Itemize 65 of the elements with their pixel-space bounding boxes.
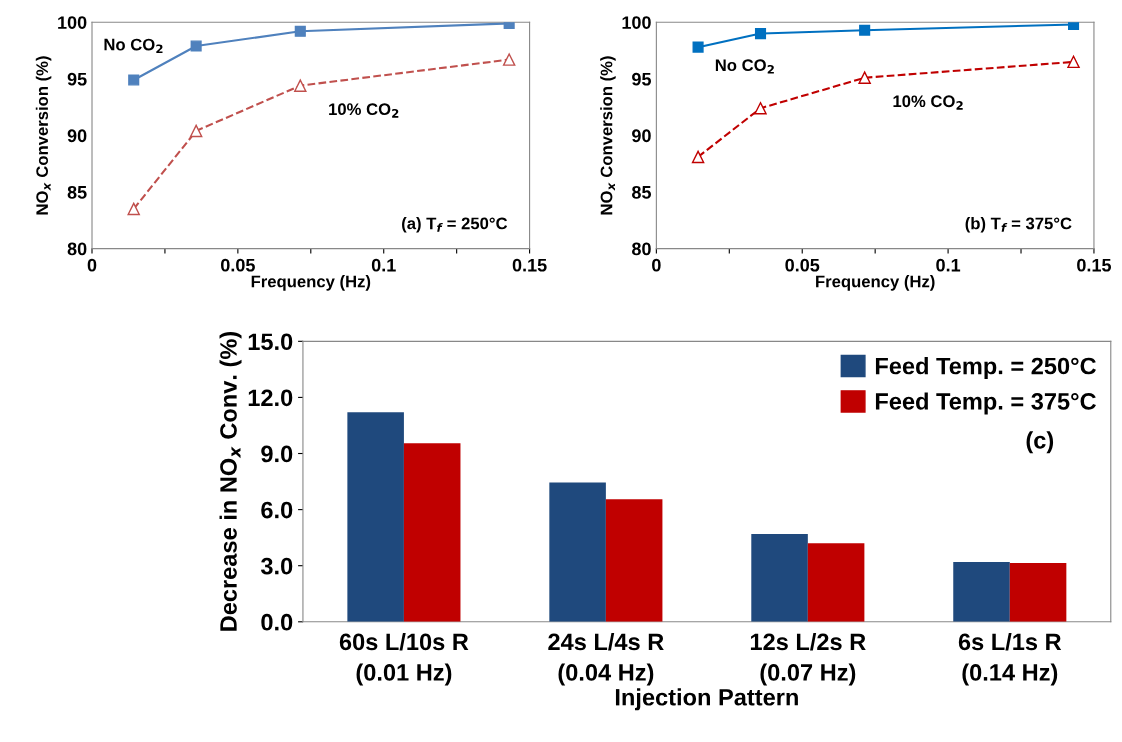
series-label: No CO$_{2}$ — [715, 59, 774, 74]
x-tick-label: 0.15 — [512, 258, 547, 272]
y-tick-label: 90 — [67, 129, 87, 143]
bar — [549, 482, 606, 622]
y-tick-label: 95 — [67, 72, 87, 86]
y-tick-label: 3.0 — [260, 557, 293, 575]
x-tick-label: 0 — [652, 258, 661, 272]
x-tick-label: 60s L/10s R (0.01 Hz) — [339, 632, 469, 686]
y-tick-label: 80 — [67, 242, 87, 256]
bar — [751, 533, 808, 622]
bar — [347, 412, 404, 622]
x-tick-label: 24s L/4s R (0.04 Hz) — [548, 632, 664, 686]
y-tick-label: 80 — [632, 242, 651, 256]
x-tick-label: 0.1 — [371, 258, 396, 272]
annotation: (a) T$_{f}$ = 250°C — [402, 217, 508, 233]
point — [502, 53, 516, 66]
x-tick-label: 12s L/2s R (0.07 Hz) — [750, 632, 866, 686]
y-tick-label: 85 — [632, 185, 652, 199]
point — [128, 74, 140, 86]
x-tick-label: 0.05 — [785, 258, 820, 272]
x-tick-label: 0.1 — [936, 258, 961, 272]
y-axis-title: NO$_{x}$ Conversion (%) — [600, 56, 616, 215]
y-tick-label: 95 — [632, 72, 652, 86]
x-tick-label: 0 — [87, 258, 97, 272]
point — [691, 150, 705, 164]
annotation: (c) — [1026, 431, 1054, 454]
legend-label: Feed Temp. = 250°C — [875, 357, 1096, 380]
point — [858, 71, 871, 84]
y-tick-label: 0.0 — [261, 613, 293, 631]
y-tick-label: 15.0 — [248, 333, 293, 351]
point — [127, 202, 140, 216]
y-tick-label: 90 — [632, 129, 651, 143]
y-axis-title: Decrease in NO$_{x}$ Conv. (%) — [219, 331, 242, 631]
y-axis-title: NO$_{x}$ Conversion (%) — [35, 56, 52, 215]
point — [294, 79, 307, 92]
y-tick-label: 85 — [67, 185, 87, 199]
series-label: No CO$_{2}$ — [104, 38, 163, 54]
point — [189, 124, 203, 138]
y-tick-label: 12.0 — [248, 389, 293, 407]
bar — [1009, 562, 1067, 622]
x-tick-label: 0.05 — [221, 258, 255, 272]
point — [754, 28, 767, 40]
y-tick-label: 100 — [622, 16, 651, 29]
legend-label: Feed Temp. = 375°C — [875, 392, 1096, 415]
series-label: 10% CO$_{2}$ — [329, 103, 399, 118]
x-axis-title: Frequency (Hz) — [816, 275, 935, 291]
bar — [403, 443, 461, 622]
x-tick-label: 6s L/1s R (0.14 Hz) — [958, 632, 1062, 686]
point — [1067, 55, 1080, 69]
point — [294, 25, 306, 37]
bar — [605, 499, 663, 622]
y-tick-label: 100 — [58, 16, 87, 29]
x-axis-title: Frequency (Hz) — [251, 275, 371, 291]
bar — [953, 561, 1010, 622]
annotation: (b) T$_{f}$ = 375°C — [965, 217, 1072, 233]
point — [859, 24, 871, 36]
y-tick-label: 6.0 — [261, 501, 293, 519]
y-tick-label: 9.0 — [261, 445, 293, 463]
bar — [807, 543, 865, 622]
point — [754, 102, 767, 115]
x-axis-title: Injection Pattern — [615, 688, 798, 711]
point — [692, 41, 704, 53]
x-tick-label: 0.15 — [1077, 258, 1112, 272]
series-label: 10% CO$_{2}$ — [893, 95, 963, 110]
point — [190, 40, 202, 52]
